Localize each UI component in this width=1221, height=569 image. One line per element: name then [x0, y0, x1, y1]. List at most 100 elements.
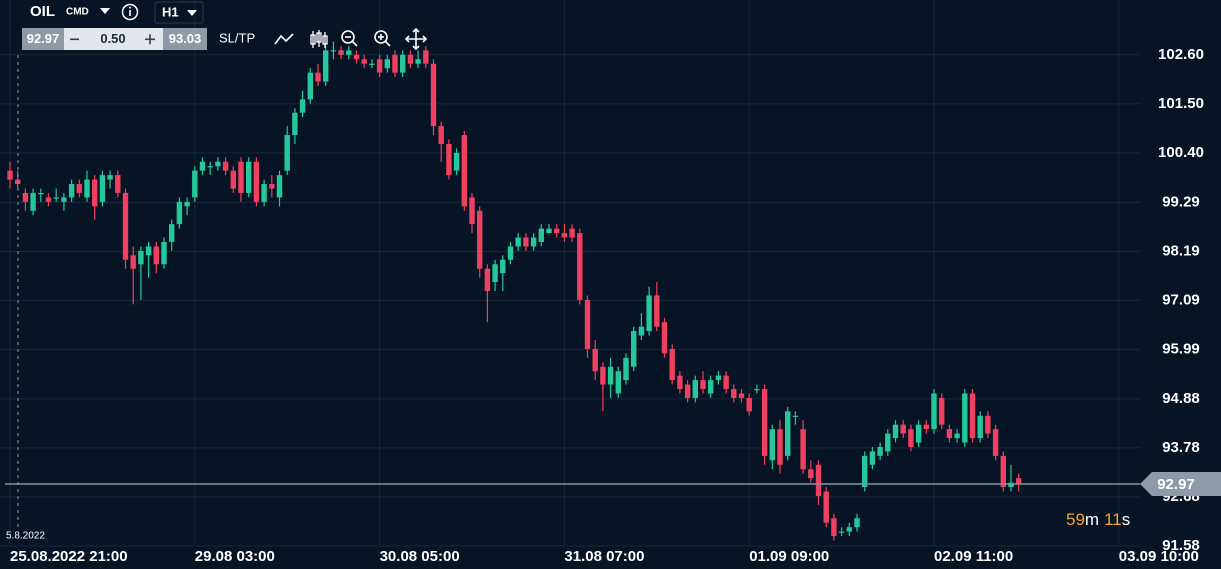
candle-body — [353, 54, 360, 60]
pan-icon[interactable] — [404, 27, 428, 51]
candle-body — [923, 424, 929, 430]
candle-body — [892, 424, 899, 439]
candle-body — [708, 380, 714, 394]
candle-body — [338, 50, 344, 55]
candle-body — [723, 375, 729, 390]
size[interactable]: 0.50 — [100, 31, 125, 46]
candle-body — [469, 197, 475, 225]
candle-body — [207, 166, 213, 168]
zoom-in-icon[interactable] — [374, 30, 391, 47]
candle-body — [669, 348, 675, 381]
candle-body — [176, 201, 183, 225]
candle-body — [400, 54, 406, 73]
candle-body — [869, 451, 876, 465]
y-tick-label: 100.40 — [1158, 144, 1204, 161]
candle-body — [877, 446, 883, 456]
last-price-tag — [1140, 471, 1221, 496]
candle-body — [692, 380, 698, 398]
candle-body — [477, 210, 483, 269]
candle-body — [561, 233, 568, 238]
timeframe-box[interactable] — [154, 1, 204, 24]
candle-body — [738, 393, 745, 398]
badge: CMD — [66, 7, 89, 18]
countdown-part: 59 — [1066, 510, 1085, 529]
candle-body — [815, 464, 822, 496]
symbol[interactable]: OIL — [30, 3, 55, 20]
candle-body — [831, 518, 837, 537]
candle-body — [238, 161, 244, 193]
candle-body — [731, 389, 737, 398]
candle-body — [299, 99, 306, 113]
candle-body — [746, 397, 752, 412]
timeframe-dropdown[interactable] — [187, 10, 197, 16]
countdown-part: 11 — [1104, 510, 1122, 529]
candle-chart-icon[interactable] — [310, 30, 328, 48]
candle-body — [1000, 455, 1006, 488]
candle-body — [808, 469, 814, 479]
candle-body — [130, 255, 136, 269]
candle-body — [638, 326, 645, 336]
candle-body — [908, 429, 914, 447]
candle-body — [392, 54, 398, 73]
candle-body — [430, 63, 437, 127]
y-tick-label: 93.78 — [1162, 439, 1200, 456]
symbol-dropdown[interactable] — [100, 8, 110, 14]
candle-body — [369, 63, 375, 65]
candle-body — [246, 161, 252, 193]
last-price-label: 92.97 — [1157, 476, 1195, 493]
candle-body — [107, 175, 113, 180]
plus-button[interactable] — [145, 34, 155, 45]
x-tick-label: 02.09 11:00 — [934, 548, 1013, 565]
candle-body — [985, 415, 991, 434]
bid[interactable]: 92.97 — [27, 31, 60, 46]
candle-body — [384, 59, 390, 69]
candle-body — [484, 268, 491, 291]
candle-body — [854, 518, 860, 528]
x-tick-label: 01.09 09:00 — [749, 548, 829, 565]
candle-body — [153, 246, 159, 265]
candle-body — [253, 161, 260, 202]
candle-body — [977, 415, 983, 439]
x-tick-label: 03.09 10:00 — [1119, 548, 1199, 565]
candle-body — [192, 170, 198, 198]
candle-body — [346, 50, 352, 55]
info-icon[interactable] — [121, 3, 139, 21]
candle-body — [584, 299, 591, 349]
countdown-part: s — [1122, 510, 1131, 529]
candle-body — [661, 322, 668, 354]
minus-button[interactable] — [70, 38, 79, 41]
zoom-out-icon[interactable] — [341, 30, 358, 47]
timeframe[interactable]: H1 — [162, 4, 179, 19]
sltp-button[interactable]: SL/TP — [219, 30, 255, 45]
candle-body — [769, 429, 775, 461]
candle-body — [68, 184, 75, 198]
y-tick-label: 102.60 — [1158, 46, 1204, 63]
candle-body — [292, 112, 298, 136]
y-tick-label: 94.88 — [1162, 390, 1200, 407]
candle-body — [677, 375, 683, 390]
candle-body — [22, 192, 29, 202]
ask[interactable]: 93.03 — [169, 31, 202, 46]
bid-box[interactable] — [22, 28, 64, 50]
candle-body — [546, 228, 552, 234]
candle-body — [592, 348, 598, 372]
countdown-part: m — [1085, 510, 1099, 529]
candle-body — [992, 429, 999, 456]
candle-body — [161, 241, 167, 265]
candle-body — [862, 455, 868, 488]
x-tick-label: 31.08 07:00 — [564, 548, 644, 565]
candle-body — [569, 228, 575, 238]
candle-body — [492, 264, 498, 283]
candle-body — [361, 59, 367, 64]
candle-body — [900, 424, 906, 434]
line-chart-icon[interactable] — [274, 33, 294, 45]
candle-body — [92, 179, 98, 207]
candle-body — [507, 246, 514, 260]
candle-body — [554, 228, 560, 234]
candle-body — [199, 161, 206, 171]
ask-box[interactable] — [163, 28, 207, 50]
candle-body — [777, 429, 783, 465]
candle-body — [61, 197, 67, 202]
candle-body — [7, 170, 13, 180]
candle-body — [169, 224, 175, 242]
